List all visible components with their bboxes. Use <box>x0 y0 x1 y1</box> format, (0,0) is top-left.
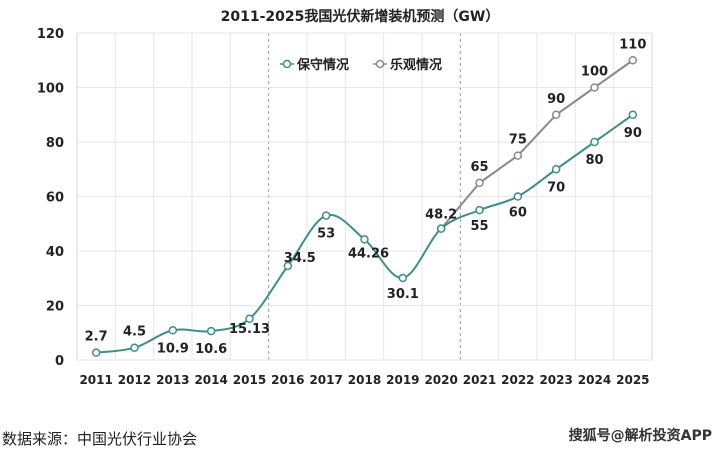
data-label: 70 <box>547 180 565 195</box>
y-tick-label: 60 <box>46 191 64 206</box>
data-label: 44.26 <box>348 246 389 261</box>
data-label: 34.5 <box>284 251 316 266</box>
x-tick-label: 2021 <box>463 373 496 387</box>
x-tick-label: 2023 <box>539 373 572 387</box>
data-label: 48.2 <box>425 208 457 223</box>
data-label: 90 <box>547 92 565 107</box>
data-label: 65 <box>470 160 488 175</box>
data-point <box>168 326 178 335</box>
legend-label: 保守情况 <box>296 57 349 73</box>
x-tick-label: 2014 <box>194 373 227 387</box>
data-label: 60 <box>509 206 527 221</box>
data-point <box>513 192 523 201</box>
data-point <box>475 178 484 188</box>
y-tick-label: 80 <box>46 136 64 151</box>
data-label: 110 <box>619 37 646 52</box>
data-label: 90 <box>624 126 642 141</box>
x-tick-label: 2012 <box>118 373 151 387</box>
data-point <box>245 314 254 324</box>
data-point <box>628 110 638 119</box>
data-point <box>398 273 408 283</box>
data-label: 15.13 <box>229 322 270 337</box>
chart-title: 2011-2025我国光伏新增装机预测（GW） <box>221 8 500 25</box>
data-label: 53 <box>317 227 335 242</box>
data-point <box>321 211 331 220</box>
legend-marker <box>282 59 292 69</box>
data-point <box>551 110 561 119</box>
y-tick-label: 120 <box>37 27 64 42</box>
data-point <box>590 137 599 147</box>
x-tick-label: 2015 <box>233 373 266 387</box>
y-tick-label: 0 <box>55 354 64 369</box>
x-tick-label: 2019 <box>386 373 419 387</box>
data-label: 10.6 <box>195 342 227 357</box>
series-line-1 <box>440 59 634 230</box>
x-tick-label: 2020 <box>424 373 457 387</box>
y-tick-label: 100 <box>37 82 64 97</box>
x-tick-label: 2018 <box>348 373 381 387</box>
data-label: 100 <box>581 65 608 80</box>
x-tick-label: 2025 <box>616 373 649 387</box>
data-point <box>283 261 293 271</box>
x-tick-label: 2013 <box>156 373 189 387</box>
legend-label: 乐观情况 <box>390 57 442 73</box>
x-tick-label: 2024 <box>578 373 611 387</box>
data-label: 55 <box>470 219 488 234</box>
legend-marker <box>375 59 385 69</box>
watermark: 搜狐号@解析投资APP <box>568 428 712 444</box>
data-label: 80 <box>585 153 603 168</box>
data-point <box>551 165 561 174</box>
data-label: 4.5 <box>123 325 146 340</box>
data-point <box>628 56 638 65</box>
data-point <box>513 151 523 160</box>
data-point <box>91 348 101 357</box>
data-point <box>130 343 139 352</box>
x-tick-label: 2017 <box>309 373 342 387</box>
y-tick-label: 20 <box>46 300 64 315</box>
x-tick-label: 2016 <box>271 373 304 387</box>
y-tick-label: 40 <box>46 245 64 260</box>
data-point <box>436 224 446 233</box>
data-source-note: 数据来源：中国光伏行业协会 <box>2 430 198 448</box>
data-label: 2.7 <box>85 330 108 345</box>
x-tick-label: 2011 <box>79 373 112 387</box>
data-point <box>206 326 216 336</box>
data-label: 75 <box>509 133 527 148</box>
x-tick-label: 2022 <box>501 373 534 387</box>
data-point <box>475 205 484 215</box>
series-line-0 <box>96 113 634 354</box>
data-label: 30.1 <box>387 287 419 302</box>
data-point <box>360 235 369 244</box>
data-point <box>590 83 599 92</box>
data-label: 10.9 <box>157 341 189 356</box>
